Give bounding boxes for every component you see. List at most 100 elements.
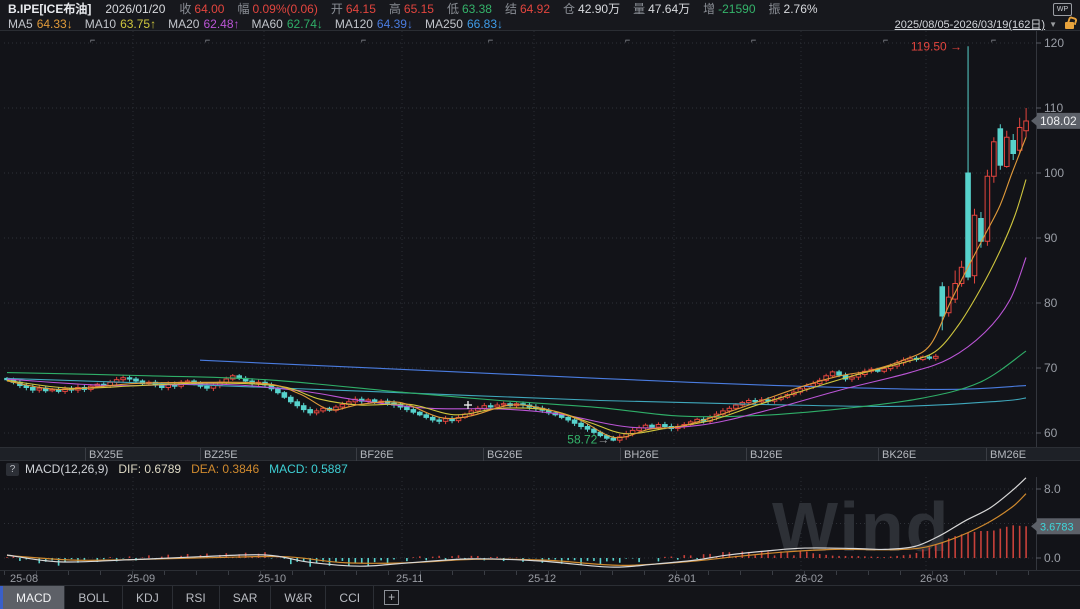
add-indicator-button[interactable]: + [384, 590, 399, 605]
contract-separator [986, 448, 987, 462]
stat-value: 64.15 [346, 2, 376, 16]
contract-flag-marker: ⌐ [205, 35, 210, 45]
macd-dif-value: DIF: 0.6789 [118, 462, 181, 476]
ma-value: 62.74↓ [287, 17, 323, 31]
contract-axis-row: BX25EBZ25EBF26EBG26EBH26EBJ26EBK26EBM26E [0, 447, 1080, 461]
contract-label: BK26E [882, 449, 916, 461]
contract-flag-marker: ⌐ [751, 35, 756, 45]
stat-value: 0.09%(0.06) [252, 2, 317, 16]
stat-value: 65.15 [404, 2, 434, 16]
macd-header: ? MACD(12,26,9) DIF: 0.6789 DEA: 0.3846 … [0, 461, 1080, 477]
dif-line [7, 478, 1026, 567]
ma-label: MA20 [168, 17, 199, 31]
svg-text:80: 80 [1044, 296, 1058, 310]
low-price-marker: 58.72 [567, 432, 597, 446]
main-chart-canvas[interactable]: 60708090100110120⌐⌐⌐⌐⌐⌐⌐⌐119.50 →58.72→1… [0, 31, 1080, 447]
stat-label: 结 [505, 2, 517, 16]
tab-boll[interactable]: BOLL [65, 586, 123, 609]
date-range-control: 2025/08/05-2026/03/19(162日) ▼ [895, 16, 1074, 32]
tab-kdj[interactable]: KDJ [123, 586, 173, 609]
indicator-tabs: MACDBOLLKDJRSISARW&RCCI [3, 586, 374, 609]
ma-line-ma10 [7, 180, 1026, 434]
last-price-tag: 108.02 [1031, 113, 1080, 129]
ma-legend-item: MA20 62.48↑ [168, 17, 239, 31]
ma-label: MA60 [252, 17, 283, 31]
svg-text:108.02: 108.02 [1040, 114, 1077, 128]
stat-item: 增-21590 [703, 2, 755, 16]
tab-cci[interactable]: CCI [326, 586, 374, 609]
stat-value: 64.92 [520, 2, 550, 16]
ma-legend-item: MA250 66.83↓ [425, 17, 503, 31]
dea-line [7, 494, 1026, 566]
ma-label: MA120 [335, 17, 373, 31]
macd-last-value-tag: 3.6783 [1031, 518, 1080, 534]
macd-macd-value: MACD: 0.5887 [269, 462, 348, 476]
contract-separator [200, 448, 201, 462]
quote-header: B.IPE[ICE布油] 2026/01/20 收64.00幅0.09%(0.0… [0, 0, 1080, 31]
contract-separator [746, 448, 747, 462]
time-label: 25-08 [10, 573, 38, 585]
time-label: 26-03 [920, 573, 948, 585]
svg-text:0.0: 0.0 [1044, 551, 1061, 565]
stat-item: 收64.00 [179, 2, 224, 16]
ma-label: MA250 [425, 17, 463, 31]
svg-text:70: 70 [1044, 361, 1058, 375]
time-label: 25-11 [396, 573, 423, 585]
tab-wr[interactable]: W&R [271, 586, 326, 609]
high-price-marker: 119.50 → [911, 39, 962, 53]
macd-dea-value: DEA: 0.3846 [191, 462, 259, 476]
help-icon[interactable]: ? [6, 463, 19, 476]
svg-text:60: 60 [1044, 426, 1058, 440]
ma-legend-item: MA12064.39↓ [335, 17, 413, 31]
contract-label: BF26E [360, 449, 394, 461]
stat-value: -21590 [718, 2, 755, 16]
contract-label: BG26E [487, 449, 522, 461]
stat-label: 幅 [237, 2, 249, 16]
contract-flag-marker: ⌐ [883, 35, 888, 45]
time-label: 25-10 [258, 573, 286, 585]
contract-separator [85, 448, 86, 462]
contract-flag-marker: ⌐ [361, 35, 366, 45]
quote-stats: 收64.00幅0.09%(0.06)开64.15高65.15低63.38结64.… [179, 1, 830, 16]
ma-line-ma5 [7, 137, 1026, 437]
stat-label: 振 [769, 2, 781, 16]
ma-value: 63.75↑ [120, 17, 156, 31]
stat-label: 低 [447, 2, 459, 16]
stat-item: 结64.92 [505, 2, 550, 16]
ma-value: 64.33↓ [37, 17, 73, 31]
contract-flag-marker: ⌐ [625, 35, 630, 45]
stat-value: 64.00 [194, 2, 224, 16]
trading-terminal-window: B.IPE[ICE布油] 2026/01/20 收64.00幅0.09%(0.0… [0, 0, 1080, 609]
svg-text:→: → [597, 432, 609, 446]
stat-item: 低63.38 [447, 2, 492, 16]
tab-sar[interactable]: SAR [220, 586, 272, 609]
stat-item: 量47.64万 [633, 2, 690, 16]
macd-chart-canvas[interactable]: 8.00.03.6783 [0, 477, 1080, 570]
contract-separator [356, 448, 357, 462]
svg-text:120: 120 [1044, 36, 1064, 50]
stat-item: 仓42.90万 [563, 2, 620, 16]
unlock-icon[interactable] [1065, 22, 1074, 29]
time-label: 25-09 [127, 573, 155, 585]
stat-label: 仓 [563, 2, 575, 16]
stat-item: 幅0.09%(0.06) [237, 2, 317, 16]
date-range-label[interactable]: 2025/08/05-2026/03/19(162日) [895, 16, 1045, 32]
time-label: 26-02 [795, 573, 823, 585]
symbol-name: B.IPE[ICE布油] [8, 1, 91, 16]
contract-separator [620, 448, 621, 462]
tab-macd[interactable]: MACD [3, 586, 65, 609]
ma-value: 66.83↓ [467, 17, 503, 31]
wp-window-icon[interactable]: WP [1053, 3, 1072, 16]
stat-value: 2.76% [784, 2, 818, 16]
ma-legend-item: MA10 63.75↑ [85, 17, 156, 31]
ma-label: MA5 [8, 17, 33, 31]
chevron-down-icon[interactable]: ▼ [1049, 20, 1057, 29]
ma-legend-item: MA60 62.74↓ [252, 17, 323, 31]
ma-legend-row: MA564.33↓MA1063.75↑MA2062.48↑MA6062.74↓M… [8, 16, 990, 31]
ma-legend: MA564.33↓MA1063.75↑MA2062.48↑MA6062.74↓M… [8, 16, 515, 31]
stat-label: 收 [179, 2, 191, 16]
tab-rsi[interactable]: RSI [173, 586, 220, 609]
ma-label: MA10 [85, 17, 116, 31]
stat-value: 63.38 [462, 2, 492, 16]
ma-value: 62.48↑ [203, 17, 239, 31]
